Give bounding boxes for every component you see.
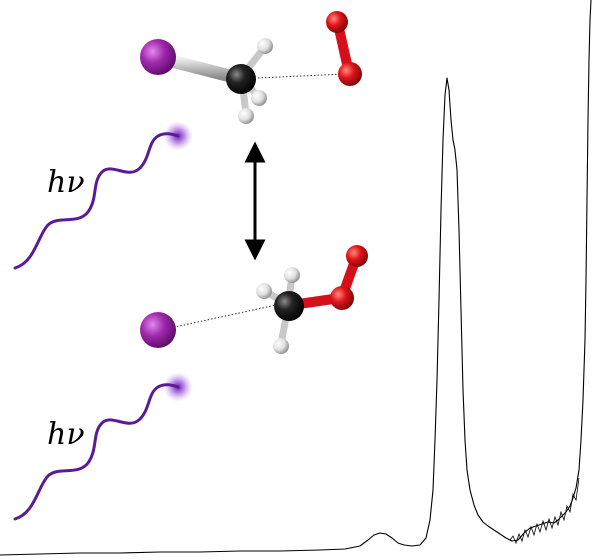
oxygen-atom-top-2 [338,62,362,86]
photon-bottom [13,372,193,521]
dotted-interaction-bottom [169,304,277,329]
spectrum-noise [509,477,580,545]
oxygen-atom-bottom-2 [346,245,368,267]
hydrogen-atom-top-1 [257,38,273,54]
hydrogen-atom-top-3 [238,108,254,124]
hydrogen-atom-top-2 [251,90,267,106]
photon-top [13,121,193,270]
dotted-interaction-top [257,73,345,79]
hydrogen-atom-bottom-1 [284,267,300,283]
iodine-atom-top [140,39,176,75]
carbon-atom-bottom [274,291,304,321]
molecule-bottom [140,245,368,354]
hydrogen-atom-bottom-2 [256,283,272,299]
photon-label-bottom: hν [47,417,85,452]
hydrogen-atom-bottom-3 [273,338,289,354]
photon-bottom-wave-icon [13,383,180,521]
molecule-top [140,11,362,124]
photon-top-wave-icon [13,132,180,270]
oxygen-atom-bottom-1 [330,286,354,310]
carbon-atom-top [226,64,256,94]
oxygen-atom-top-1 [326,11,348,33]
photon-label-top: hν [47,165,85,200]
iodine-atom-bottom [140,312,176,348]
